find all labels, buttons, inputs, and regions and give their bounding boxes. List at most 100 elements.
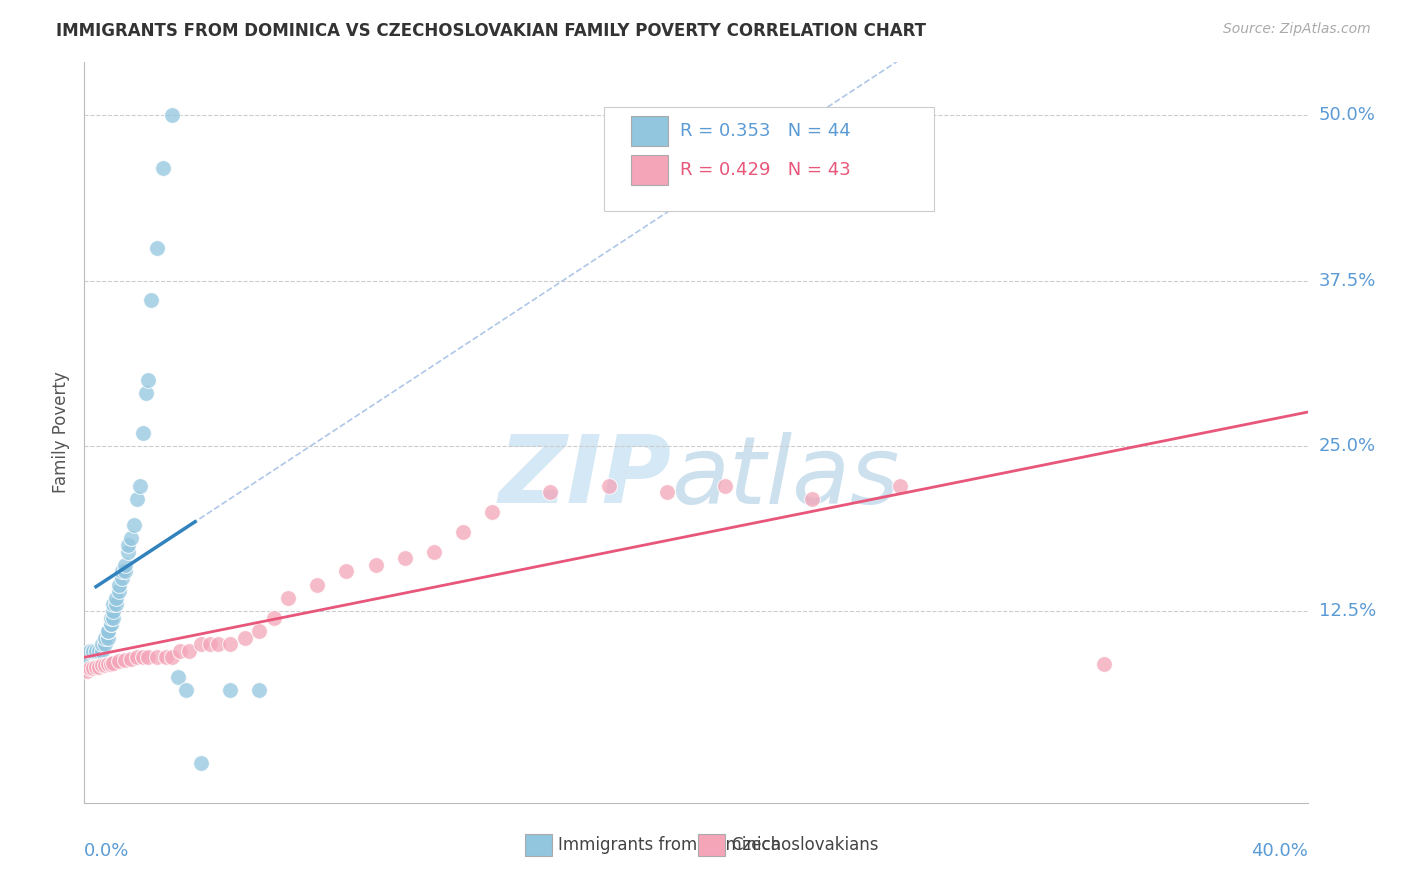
Text: Czechoslovakians: Czechoslovakians <box>731 836 879 854</box>
Point <box>451 524 474 539</box>
Point <box>84 644 107 658</box>
Point <box>105 591 128 605</box>
Point <box>598 478 620 492</box>
Text: 0.0%: 0.0% <box>84 842 129 860</box>
Point <box>87 644 110 658</box>
Point <box>247 624 270 638</box>
Point <box>108 577 131 591</box>
Point <box>84 659 107 673</box>
Point <box>146 240 169 255</box>
Point <box>160 650 183 665</box>
Point <box>131 650 153 665</box>
Point <box>141 293 163 308</box>
Point <box>538 485 561 500</box>
Point <box>76 664 98 678</box>
Point <box>169 644 191 658</box>
FancyBboxPatch shape <box>605 107 935 211</box>
Point <box>190 637 212 651</box>
Point <box>87 659 110 673</box>
Point <box>179 644 201 658</box>
Point <box>76 657 98 671</box>
Text: R = 0.353   N = 44: R = 0.353 N = 44 <box>681 122 851 140</box>
FancyBboxPatch shape <box>631 155 668 185</box>
Point <box>97 624 120 638</box>
Point <box>79 644 101 658</box>
Point <box>114 558 136 572</box>
Point <box>364 558 387 572</box>
Point <box>207 637 229 651</box>
Point <box>160 108 183 122</box>
Point <box>111 571 134 585</box>
Point <box>105 598 128 612</box>
FancyBboxPatch shape <box>631 117 668 146</box>
Point <box>114 565 136 579</box>
Point <box>190 756 212 771</box>
Point <box>93 631 115 645</box>
Point <box>100 617 122 632</box>
Point <box>103 604 125 618</box>
Point <box>166 670 188 684</box>
Point <box>219 683 242 698</box>
Text: 12.5%: 12.5% <box>1319 602 1376 620</box>
Point <box>481 505 503 519</box>
Point <box>82 644 104 658</box>
Point <box>82 661 104 675</box>
Point <box>79 661 101 675</box>
Text: R = 0.429   N = 43: R = 0.429 N = 43 <box>681 161 851 178</box>
Point <box>114 653 136 667</box>
Point <box>146 650 169 665</box>
Point <box>103 656 125 670</box>
Point <box>423 544 446 558</box>
Point <box>97 631 120 645</box>
Text: 37.5%: 37.5% <box>1319 271 1376 290</box>
Point <box>219 637 242 651</box>
Point <box>889 478 911 492</box>
Text: IMMIGRANTS FROM DOMINICA VS CZECHOSLOVAKIAN FAMILY POVERTY CORRELATION CHART: IMMIGRANTS FROM DOMINICA VS CZECHOSLOVAK… <box>56 22 927 40</box>
Point <box>100 611 122 625</box>
Point <box>108 584 131 599</box>
Point <box>117 538 139 552</box>
Point <box>307 577 329 591</box>
Text: ZIP: ZIP <box>499 431 672 523</box>
Text: 50.0%: 50.0% <box>1319 106 1375 124</box>
Point <box>97 624 120 638</box>
Point <box>135 386 157 401</box>
Point <box>801 491 824 506</box>
Text: atlas: atlas <box>672 432 900 523</box>
Point <box>93 637 115 651</box>
Point <box>93 658 115 673</box>
Point <box>1092 657 1115 671</box>
Point <box>125 491 148 506</box>
Point <box>111 565 134 579</box>
Text: Source: ZipAtlas.com: Source: ZipAtlas.com <box>1223 22 1371 37</box>
FancyBboxPatch shape <box>524 834 551 856</box>
Point <box>100 617 122 632</box>
Point <box>117 544 139 558</box>
Point <box>198 637 221 651</box>
Point <box>247 683 270 698</box>
Text: 40.0%: 40.0% <box>1251 842 1308 860</box>
Text: 25.0%: 25.0% <box>1319 437 1376 455</box>
Point <box>655 485 678 500</box>
Point <box>335 565 357 579</box>
Point <box>120 651 142 665</box>
Point <box>263 611 285 625</box>
Point <box>277 591 299 605</box>
Point <box>90 644 112 658</box>
Point <box>138 373 160 387</box>
Y-axis label: Family Poverty: Family Poverty <box>52 372 70 493</box>
Point <box>714 478 737 492</box>
Point <box>152 161 174 176</box>
Point <box>233 631 256 645</box>
Point <box>90 637 112 651</box>
FancyBboxPatch shape <box>699 834 725 856</box>
Text: Immigrants from Dominica: Immigrants from Dominica <box>558 836 780 854</box>
Point <box>138 650 160 665</box>
Point <box>155 650 177 665</box>
Point <box>125 650 148 665</box>
Point <box>100 657 122 671</box>
Point <box>174 683 197 698</box>
Point <box>90 658 112 673</box>
Point <box>103 611 125 625</box>
Point <box>122 518 145 533</box>
